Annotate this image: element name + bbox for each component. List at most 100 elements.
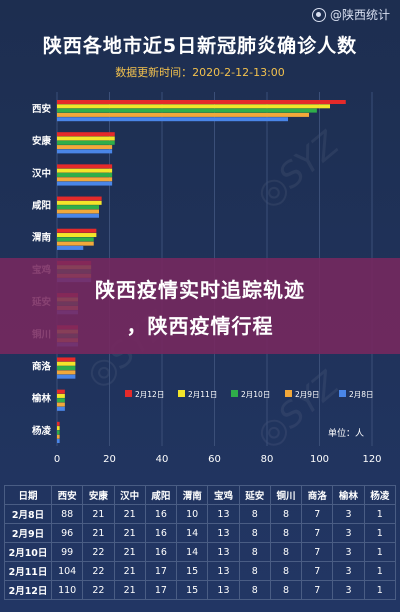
brand-label: @陕西统计 bbox=[311, 6, 390, 23]
bar bbox=[57, 177, 113, 182]
table-cell: 22 bbox=[82, 580, 115, 600]
bar bbox=[57, 172, 113, 177]
table-cell: 21 bbox=[113, 523, 146, 543]
table-cell: 1 bbox=[363, 523, 397, 543]
x-tick-label: 100 bbox=[310, 454, 329, 465]
table-cell: 8 bbox=[238, 561, 271, 581]
bar bbox=[57, 209, 99, 214]
table-cell: 8 bbox=[269, 561, 303, 581]
table-date-cell: 2月8日 bbox=[4, 504, 52, 524]
bar bbox=[57, 233, 97, 238]
table-header-row: 日期 西安 安康 汉中 咸阳 渭南 宝鸡 延安 铜川 商洛 榆林 杨凌 bbox=[4, 485, 397, 505]
legend-label: 2月10日 bbox=[241, 390, 270, 399]
table-cell: 7 bbox=[301, 542, 334, 562]
bar bbox=[57, 164, 113, 169]
table-header-cell: 宝鸡 bbox=[207, 485, 240, 505]
table-cell: 1 bbox=[363, 542, 397, 562]
bar bbox=[57, 370, 76, 375]
table-date-cell: 2月12日 bbox=[4, 580, 52, 600]
legend-swatch bbox=[178, 390, 185, 397]
bar bbox=[57, 393, 65, 398]
table-cell: 8 bbox=[269, 523, 303, 543]
table-date-cell: 2月11日 bbox=[4, 561, 52, 581]
table-header-cell: 商洛 bbox=[301, 485, 334, 505]
weibo-icon bbox=[311, 7, 326, 22]
table-cell: 7 bbox=[301, 523, 334, 543]
table-header-cell: 杨凌 bbox=[363, 485, 397, 505]
table-cell: 3 bbox=[332, 504, 365, 524]
table-cell: 7 bbox=[301, 561, 334, 581]
table-header-cell: 汉中 bbox=[113, 485, 146, 505]
x-tick-label: 80 bbox=[261, 454, 274, 465]
table-cell: 22 bbox=[82, 542, 115, 562]
category-label: 西安 bbox=[32, 103, 52, 115]
table-cell: 21 bbox=[113, 580, 146, 600]
table-body: 2月8日 88 21 21 16 10 13 8 8 7 3 1 2月9日 96 21 21 16 14 13 8 8 7… bbox=[4, 504, 397, 600]
table-cell: 99 bbox=[50, 542, 84, 562]
bar bbox=[57, 430, 60, 435]
legend-label: 2月12日 bbox=[135, 390, 164, 399]
table-cell: 3 bbox=[332, 580, 365, 600]
legend-swatch bbox=[339, 390, 346, 397]
bar bbox=[57, 112, 309, 117]
table-row: 2月9日 96 21 21 16 14 13 8 8 7 3 1 bbox=[4, 523, 397, 543]
bar bbox=[57, 434, 60, 439]
bar bbox=[57, 108, 317, 113]
table-header-cell: 榆林 bbox=[332, 485, 365, 505]
table-cell: 88 bbox=[50, 504, 84, 524]
table-date-cell: 2月9日 bbox=[4, 523, 52, 543]
category-label: 汉中 bbox=[32, 167, 51, 179]
table-cell: 15 bbox=[176, 561, 209, 581]
chart-title: 陕西各地市近5日新冠肺炎确诊人数 bbox=[42, 35, 358, 57]
bar bbox=[57, 361, 76, 366]
bar bbox=[57, 181, 113, 186]
x-tick-label: 0 bbox=[54, 454, 60, 465]
table-cell: 17 bbox=[144, 580, 178, 600]
bar bbox=[57, 117, 288, 122]
bar bbox=[57, 100, 346, 104]
bar bbox=[57, 104, 330, 109]
bar bbox=[57, 389, 65, 394]
table-cell: 8 bbox=[238, 504, 271, 524]
category-label: 杨凌 bbox=[32, 425, 52, 437]
table-cell: 8 bbox=[238, 542, 271, 562]
table-cell: 3 bbox=[332, 542, 365, 562]
bar bbox=[57, 402, 65, 407]
table-cell: 16 bbox=[144, 523, 178, 543]
table-cell: 22 bbox=[82, 561, 115, 581]
bar bbox=[57, 439, 60, 444]
bar bbox=[57, 168, 113, 173]
table-cell: 21 bbox=[113, 542, 146, 562]
bar bbox=[57, 398, 65, 403]
table-header-cell: 延安 bbox=[238, 485, 271, 505]
bar bbox=[57, 366, 76, 371]
table-cell: 8 bbox=[269, 580, 303, 600]
table-cell: 3 bbox=[332, 561, 365, 581]
bar bbox=[57, 357, 76, 362]
table-cell: 3 bbox=[332, 523, 365, 543]
table-cell: 21 bbox=[113, 561, 146, 581]
table-cell: 1 bbox=[363, 504, 397, 524]
bar bbox=[57, 132, 115, 137]
headline-overlay: 陕西疫情实时追踪轨迹 ，陕西疫情行程 bbox=[0, 258, 400, 354]
bar bbox=[57, 228, 97, 233]
bar bbox=[57, 200, 102, 205]
table-cell: 104 bbox=[50, 561, 84, 581]
bar bbox=[57, 140, 115, 145]
table-cell: 13 bbox=[207, 561, 240, 581]
table-cell: 21 bbox=[82, 523, 115, 543]
x-tick-label: 20 bbox=[103, 454, 116, 465]
headline-line-1: 陕西疫情实时追踪轨迹 bbox=[95, 278, 305, 302]
table-cell: 7 bbox=[301, 504, 334, 524]
bar bbox=[57, 196, 102, 201]
data-table: 日期 西安 安康 汉中 咸阳 渭南 宝鸡 延安 铜川 商洛 榆林 杨凌 2月8日 88 21 21 16 10 1… bbox=[4, 485, 397, 600]
table-cell: 96 bbox=[50, 523, 84, 543]
table-header-cell: 安康 bbox=[82, 485, 115, 505]
legend-swatch bbox=[231, 390, 238, 397]
bar bbox=[57, 426, 60, 431]
table-row: 2月12日 110 22 21 17 15 13 8 8 7 3 1 bbox=[4, 580, 397, 600]
headline-line-2: ，陕西疫情行程 bbox=[126, 314, 274, 338]
legend-swatch bbox=[285, 390, 292, 397]
legend-label: 2月11日 bbox=[188, 390, 217, 399]
